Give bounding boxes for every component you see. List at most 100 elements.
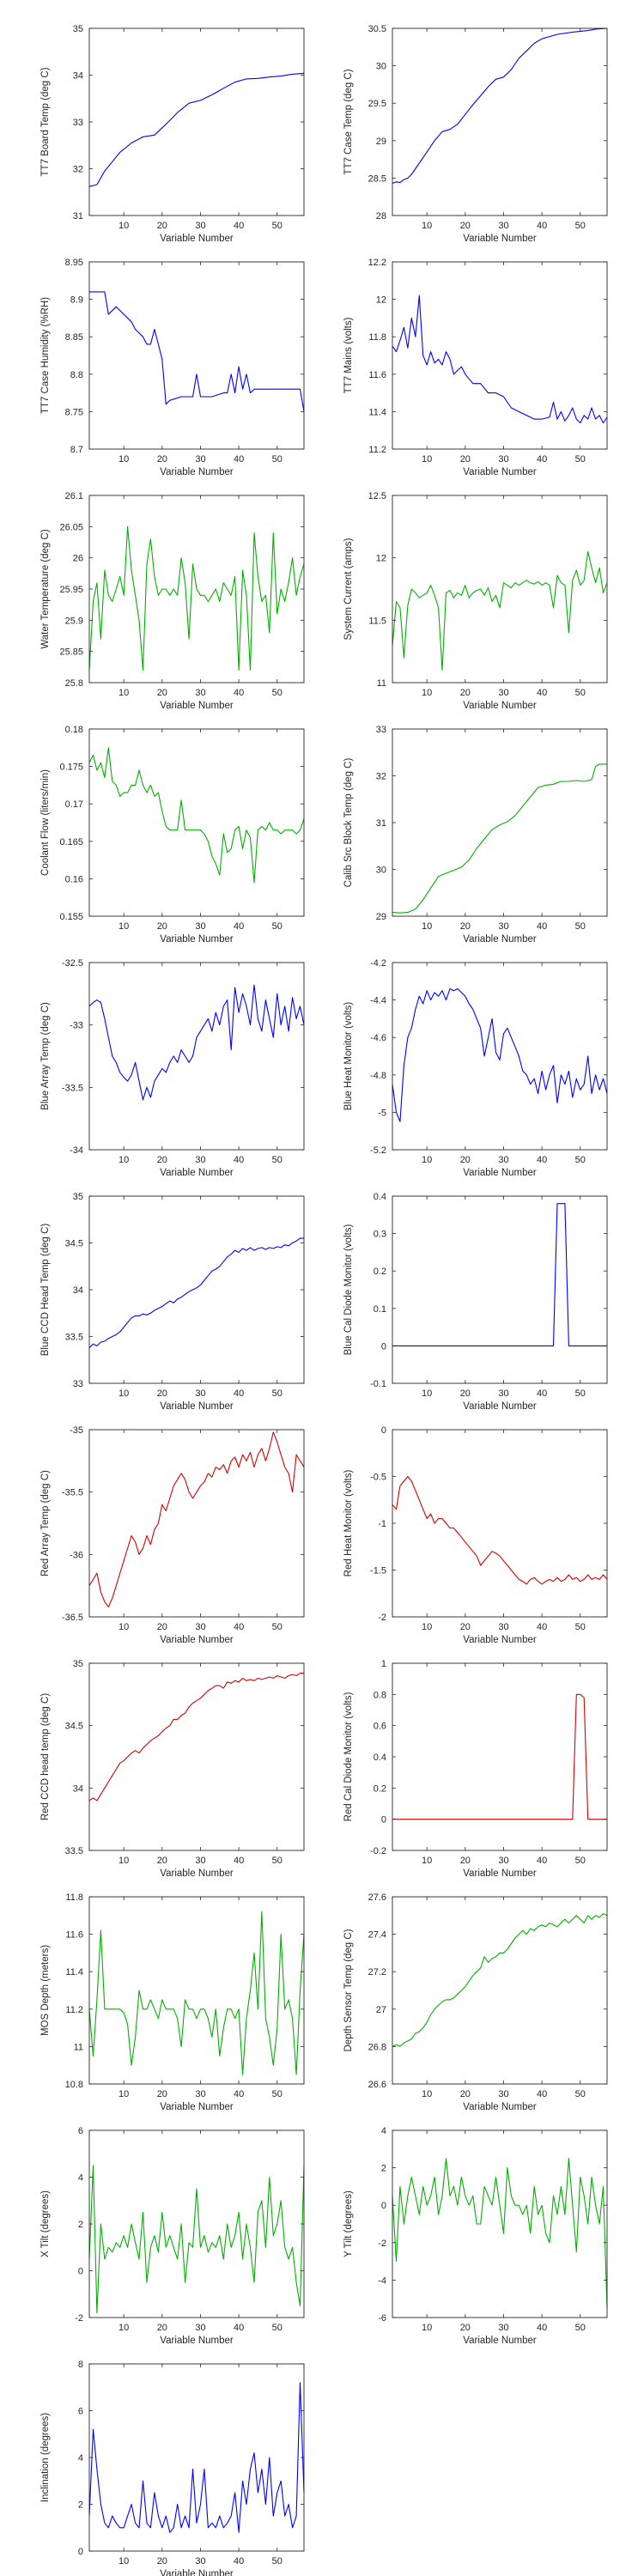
y-tick-label: 8.75 [65, 407, 83, 417]
y-tick-label: 0 [381, 1341, 386, 1352]
x-tick-label: 20 [157, 2323, 167, 2333]
x-tick-label: 40 [234, 1856, 244, 1866]
y-tick-label: -35 [70, 1425, 83, 1436]
plot-area [89, 729, 304, 916]
y-tick-label: 27.6 [368, 1893, 386, 1903]
series-line [88, 1673, 304, 1801]
chart-panel-9: 10 20 30 40 50 -34 -33.5 -33 -32.5 Variable Numbe… [40, 958, 305, 1178]
plot-area [89, 28, 304, 216]
x-tick-label: 20 [460, 2089, 471, 2099]
y-tick-label: 1 [381, 1659, 386, 1669]
y-tick-label: -4 [378, 2275, 386, 2286]
series-line [88, 1237, 304, 1348]
y-tick-label: -4.4 [370, 996, 386, 1006]
x-axis-label: Variable Number [463, 701, 537, 711]
y-tick-label: 8.8 [70, 370, 83, 380]
y-tick-label: 11.6 [65, 1930, 83, 1941]
y-tick-label: 11.8 [368, 332, 386, 343]
x-tick-label: 40 [234, 2556, 244, 2567]
y-tick-label: 29 [376, 137, 386, 147]
y-tick-label: 30.5 [368, 24, 386, 34]
x-tick-label: 10 [118, 2089, 129, 2099]
y-tick-label: -4.8 [370, 1071, 386, 1081]
x-tick-label: 30 [195, 1622, 205, 1632]
axes-box [392, 1662, 608, 1851]
y-tick-label: -1 [378, 1519, 386, 1529]
x-tick-label: 40 [234, 2323, 244, 2333]
x-axis-label: Variable Number [160, 701, 234, 711]
y-tick-label: 25.95 [59, 585, 83, 595]
y-tick-label: 26.8 [368, 2042, 386, 2052]
x-tick-label: 50 [272, 921, 283, 932]
x-tick-label: 30 [498, 1622, 508, 1632]
y-tick-label: 35 [73, 24, 83, 34]
x-tick-label: 30 [498, 1388, 508, 1399]
y-axis-label: TT7 Case Temp (deg C) [343, 69, 354, 174]
series-line [392, 2158, 608, 2309]
x-tick-label: 30 [195, 2089, 205, 2099]
y-tick-label: 25.85 [59, 647, 83, 658]
y-axis-label: Red Array Temp (deg C) [40, 1470, 51, 1577]
y-tick-label: 27.2 [368, 1967, 386, 1978]
x-tick-label: 30 [195, 2323, 205, 2333]
x-tick-label: 50 [272, 2089, 283, 2099]
y-axis-label: MOS Depth (meters) [40, 1945, 51, 2036]
chart-panel-5: 10 20 30 40 50 25.8 25.85 25.9 25.95 26 26.05 26.1 V… [40, 491, 305, 711]
x-tick-label: 40 [537, 1155, 547, 1165]
chart-panel-7: 10 20 30 40 50 0.155 0.16 0.165 0.17 0.175 0.18 Var… [40, 725, 305, 945]
y-tick-label: 10.8 [65, 2080, 83, 2090]
y-tick-label: 34.5 [65, 1239, 83, 1249]
x-tick-label: 20 [157, 2556, 167, 2567]
y-tick-label: 0.4 [374, 1192, 386, 1202]
axes-box [88, 1896, 305, 2085]
plot-area [89, 1897, 304, 2084]
axes-box [392, 1896, 608, 2085]
y-axis-label: Depth Sensor Temp (deg C) [343, 1929, 354, 2051]
y-tick-label: -4.2 [370, 958, 386, 969]
x-tick-label: 50 [272, 1622, 283, 1632]
x-tick-label: 50 [272, 2323, 283, 2333]
y-tick-label: 35 [73, 1192, 83, 1202]
x-tick-label: 30 [195, 688, 205, 698]
y-tick-label: 0.1 [374, 1304, 386, 1315]
chart-panel-15: 10 20 30 40 50 33.5 34 34.5 35 Variable Number Red… [40, 1659, 305, 1879]
axes-box [88, 962, 305, 1151]
x-axis-label: Variable Number [463, 2336, 537, 2346]
y-tick-label: 0 [381, 2201, 386, 2211]
plot-area [392, 1430, 607, 1617]
x-tick-label: 20 [460, 688, 471, 698]
plot-area [392, 262, 607, 449]
x-tick-label: 40 [234, 454, 244, 465]
x-tick-label: 30 [498, 1155, 508, 1165]
x-tick-label: 50 [272, 1155, 283, 1165]
x-tick-label: 10 [422, 2089, 432, 2099]
x-tick-label: 40 [537, 454, 547, 465]
y-tick-label: 32 [376, 772, 386, 782]
chart-panel-1: 10 20 30 40 50 31 32 33 34 35 Variable Number TT7 B… [40, 24, 305, 244]
y-tick-label: 0.16 [65, 874, 83, 884]
chart-panel-2: 10 20 30 40 50 28 28.5 29 29.5 30 30.5 Variable Num… [343, 24, 608, 244]
y-tick-label: -36 [70, 1550, 83, 1560]
y-tick-label: 25.9 [65, 616, 83, 626]
plot-area [89, 963, 304, 1150]
y-tick-label: 6 [78, 2126, 83, 2136]
x-tick-label: 30 [195, 2556, 205, 2567]
x-tick-label: 40 [234, 921, 244, 932]
x-tick-label: 20 [157, 1388, 167, 1399]
x-tick-label: 10 [118, 688, 129, 698]
series-line [88, 2165, 305, 2314]
x-tick-label: 10 [118, 1856, 129, 1866]
x-tick-label: 50 [575, 1856, 586, 1866]
plot-area [392, 2130, 607, 2318]
y-axis-label: TT7 Case Humidity (%RH) [40, 297, 51, 414]
axes-box [392, 962, 608, 1151]
x-tick-label: 50 [272, 1856, 283, 1866]
x-tick-label: 10 [118, 1622, 129, 1632]
x-tick-label: 40 [537, 2323, 547, 2333]
x-tick-label: 40 [234, 2089, 244, 2099]
x-tick-label: 30 [195, 221, 205, 231]
x-tick-label: 10 [118, 921, 129, 932]
x-tick-label: 50 [272, 1388, 283, 1399]
x-tick-label: 40 [537, 688, 547, 698]
